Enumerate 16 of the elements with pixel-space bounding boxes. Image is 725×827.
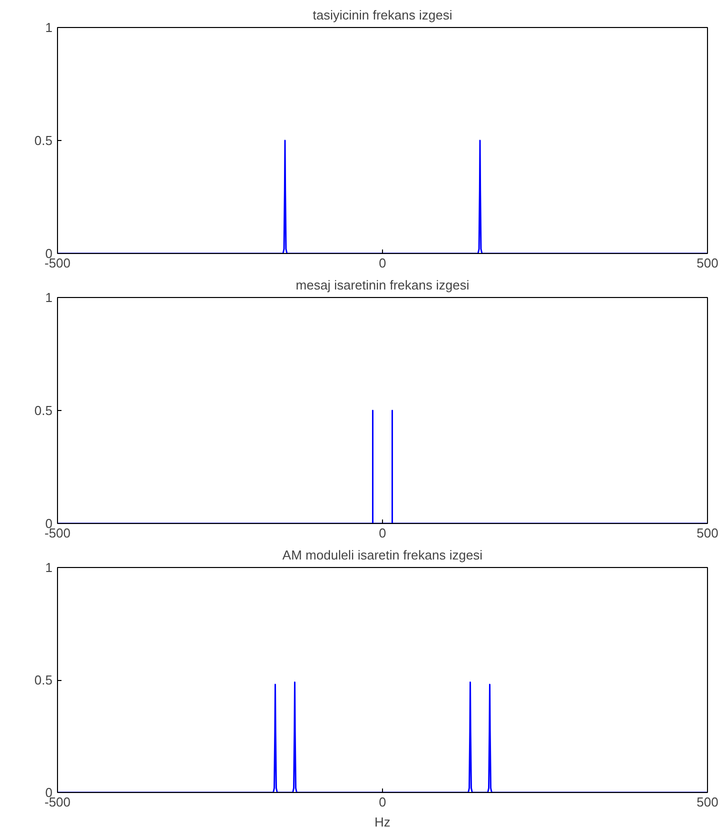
chart-title: AM moduleli isaretin frekans izgesi	[282, 548, 483, 562]
y-tick-label: 1	[45, 20, 53, 35]
chart-title: mesaj isaretinin frekans izgesi	[296, 278, 470, 292]
y-tick-label: 0.5	[34, 672, 53, 688]
y-tick-label: 1	[45, 290, 53, 305]
x-tick-label: 500	[696, 794, 718, 810]
y-tick-label: 0.5	[34, 133, 53, 148]
x-axis-title: Hz	[374, 814, 390, 827]
x-tick-label: 0	[378, 794, 386, 810]
x-tick-label: 0	[378, 526, 386, 540]
y-tick-label: 1	[45, 560, 53, 575]
x-tick-label: 0	[378, 256, 386, 270]
x-tick-label: 500	[696, 256, 718, 270]
y-tick-label: 0.5	[34, 403, 53, 418]
x-tick-label: 500	[696, 526, 718, 540]
chart-title: tasiyicinin frekans izgesi	[312, 8, 452, 22]
